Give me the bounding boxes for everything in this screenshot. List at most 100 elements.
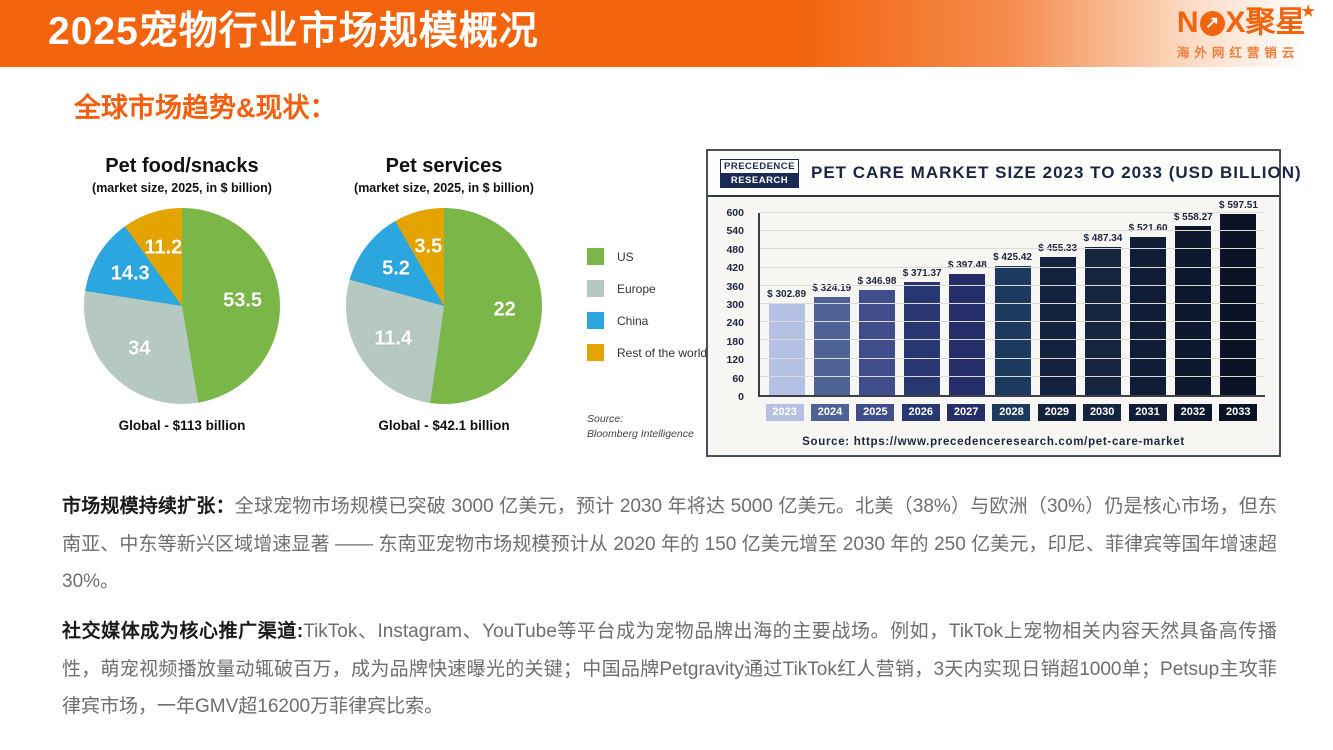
year-chip: 2028 xyxy=(992,404,1031,421)
pie-slice-value: 22 xyxy=(493,298,516,321)
bars: $ 302.89 $ 324.19 $ 346.98 $ 371.37 $ 397.48… xyxy=(760,200,1265,395)
bar-value-label: $ 597.51 xyxy=(1219,199,1258,211)
gridline xyxy=(760,212,1265,213)
y-axis-tick-label: 540 xyxy=(726,225,744,238)
bar-plot: $ 302.89 $ 324.19 $ 346.98 $ 371.37 $ 397.48… xyxy=(758,200,1265,397)
legend-swatch-icon xyxy=(587,344,604,361)
y-axis-tick-label: 0 xyxy=(738,391,744,403)
year-chip: 2023 xyxy=(765,404,804,421)
bar-column: $ 455.33 xyxy=(1035,213,1080,395)
pie-title: Pet food/snacks xyxy=(105,155,259,177)
bar xyxy=(994,265,1031,395)
bar xyxy=(813,296,850,395)
bar xyxy=(1220,213,1257,395)
year-chip-column: 2031 xyxy=(1125,404,1170,422)
bar-column: $ 487.34 xyxy=(1080,213,1125,395)
x-axis-year-chips: 2023 2024 2025 2026 2027 2028 2029 2030 2031 2032… xyxy=(758,404,1265,422)
pie-slice-value: 11.2 xyxy=(144,236,183,259)
legend-swatch-icon xyxy=(587,312,604,329)
bar xyxy=(1039,256,1076,395)
pie-slice-value: 14.3 xyxy=(110,262,150,285)
bar-value-label: $ 371.37 xyxy=(902,268,942,280)
header-band: 2025宠物行业市场规模概况 N ↗ X聚星 ★ 海外网红营销云 xyxy=(0,0,1333,67)
y-axis-tick-label: 240 xyxy=(726,317,744,330)
paragraph-body: TikTok、Instagram、YouTube等平台成为宠物品牌出海的主要战场… xyxy=(62,621,1277,717)
pie-subtitle: (market size, 2025, in $ billion) xyxy=(92,181,272,195)
paragraph-lead: 社交媒体成为核心推广渠道: xyxy=(62,621,304,642)
year-chip-column: 2030 xyxy=(1080,404,1125,422)
legend-label: US xyxy=(617,249,634,264)
bar-column: $ 597.51 xyxy=(1216,200,1261,395)
bar-chart-panel: PRECEDENCE RESEARCH PET CARE MARKET SIZE… xyxy=(706,149,1301,457)
pie-title: Pet services xyxy=(385,155,503,177)
bar xyxy=(1130,236,1167,395)
y-axis-tick-label: 60 xyxy=(732,372,744,385)
bar xyxy=(858,289,895,395)
bar-value-label: $ 425.42 xyxy=(993,251,1032,263)
pie-slice-value: 34 xyxy=(128,337,151,360)
y-axis-tick-label: 600 xyxy=(726,207,744,219)
year-chip-column: 2026 xyxy=(898,404,943,422)
page-title: 2025宠物行业市场规模概况 xyxy=(48,10,539,53)
year-chip: 2026 xyxy=(901,404,940,421)
paragraph-body: 全球宠物市场规模已突破 3000 亿美元，预计 2030 年将达 5000 亿美… xyxy=(62,496,1277,592)
gridline xyxy=(760,321,1265,323)
y-axis: 0 60 120 180 240 300 360 420 480 540 600 xyxy=(708,207,752,403)
bar-column: $ 302.89 xyxy=(764,213,809,395)
bar-column: $ 324.19 xyxy=(809,213,854,395)
bar-value-label: $ 324.19 xyxy=(812,282,852,294)
legend-swatch-icon xyxy=(587,248,604,265)
legend-item: Europe xyxy=(587,280,707,297)
paragraph-lead: 市场规模持续扩张： xyxy=(62,496,235,517)
bar-column: $ 558.27 xyxy=(1171,211,1216,395)
year-chip-column: 2023 xyxy=(762,404,807,422)
paragraph-social-media: 社交媒体成为核心推广渠道:TikTok、Instagram、YouTube等平台… xyxy=(62,613,1277,726)
gridline xyxy=(760,357,1265,359)
pie-graphic: 53.5 34 14.3 11.2 xyxy=(84,208,280,404)
bar-chart-title: PET CARE MARKET SIZE 2023 TO 2033 (USD B… xyxy=(811,163,1302,182)
legend-label: Europe xyxy=(617,281,656,296)
legend-swatch-icon xyxy=(587,280,604,297)
legend-label: Rest of the world xyxy=(617,345,708,360)
year-chip: 2033 xyxy=(1219,404,1258,421)
gridline xyxy=(760,375,1265,377)
year-chip: 2031 xyxy=(1128,404,1167,421)
logo-letters-x: X聚星 xyxy=(1225,6,1306,39)
bar-value-label: $ 487.34 xyxy=(1083,233,1123,245)
legend-item: Rest of the world xyxy=(587,344,707,361)
year-chip: 2027 xyxy=(947,404,986,421)
legend-source: Source: Bloomberg Intelligence xyxy=(587,412,694,442)
paragraph-market-size: 市场规模持续扩张：全球宠物市场规模已突破 3000 亿美元，预计 2030 年将… xyxy=(62,488,1277,601)
legend-item: US xyxy=(587,248,707,265)
logo-arrow-icon: ↗ xyxy=(1199,10,1225,36)
legend-source-line: Source: xyxy=(587,413,624,425)
pie-footer: Global - $113 billion xyxy=(118,418,246,433)
year-chip-column: 2032 xyxy=(1170,404,1215,422)
logo-tagline: 海外网红营销云 xyxy=(1176,46,1300,60)
precedence-research-logo-top: PRECEDENCE xyxy=(720,158,799,174)
precedence-research-logo: PRECEDENCE RESEARCH xyxy=(720,158,799,188)
bar-value-label: $ 521.60 xyxy=(1128,222,1168,234)
brand-logo-text: N ↗ X聚星 ★ xyxy=(1176,3,1315,39)
pie-subtitle: (market size, 2025, in $ billion) xyxy=(354,181,534,195)
year-chip: 2024 xyxy=(811,404,850,421)
logo-letter-n: N xyxy=(1176,6,1199,39)
year-chip: 2032 xyxy=(1173,404,1212,421)
year-chip-column: 2025 xyxy=(853,404,898,422)
year-chip: 2030 xyxy=(1083,404,1122,421)
bar-column: $ 397.48 xyxy=(945,213,990,395)
legend-item: China xyxy=(587,312,707,329)
gridline xyxy=(760,284,1265,286)
legend-source-line: Bloomberg Intelligence xyxy=(587,428,694,440)
year-chip-column: 2029 xyxy=(1034,404,1079,422)
pie-legend: US Europe China Rest of the world xyxy=(587,248,707,376)
pie-footer: Global - $42.1 billion xyxy=(378,418,510,433)
logo-star-icon: ★ xyxy=(1301,3,1315,20)
pie-slice-value: 3.5 xyxy=(414,235,443,258)
year-chip-column: 2028 xyxy=(989,404,1034,422)
bar-column: $ 346.98 xyxy=(854,213,899,395)
year-chip-column: 2024 xyxy=(807,404,852,422)
bar-chart-source: Source: https://www.precedenceresearch.c… xyxy=(802,436,1185,448)
bar-value-label: $ 558.27 xyxy=(1173,211,1213,223)
